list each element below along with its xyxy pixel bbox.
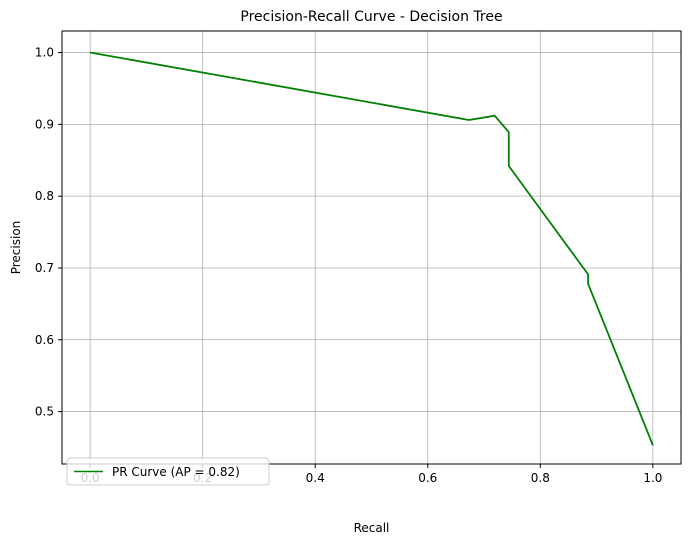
legend-label: PR Curve (AP = 0.82) xyxy=(112,465,240,479)
y-tick-label: 0.8 xyxy=(35,189,54,203)
y-ticks: 0.5 0.6 0.7 0.8 0.9 1.0 xyxy=(35,46,62,419)
y-tick-label: 0.5 xyxy=(35,405,54,419)
legend: PR Curve (AP = 0.82) xyxy=(66,457,270,486)
x-tick-label: 0.6 xyxy=(418,471,437,485)
legend-box xyxy=(66,457,270,486)
series-layer xyxy=(89,51,654,446)
x-axis-label: Recall xyxy=(354,521,390,535)
pr-curve-line xyxy=(89,51,654,446)
y-tick-label: 0.9 xyxy=(35,117,54,131)
x-tick-label: 0.8 xyxy=(531,471,550,485)
y-tick-label: 0.6 xyxy=(35,333,54,347)
x-tick-label: 1.0 xyxy=(643,471,662,485)
y-tick-label: 1.0 xyxy=(35,46,54,60)
y-tick-label: 0.7 xyxy=(35,261,54,275)
x-tick-label: 0.4 xyxy=(306,471,325,485)
chart-title: Precision-Recall Curve - Decision Tree xyxy=(240,9,502,25)
plot-frame xyxy=(61,30,682,465)
y-axis-label: Precision xyxy=(9,221,23,275)
grid xyxy=(62,31,681,464)
